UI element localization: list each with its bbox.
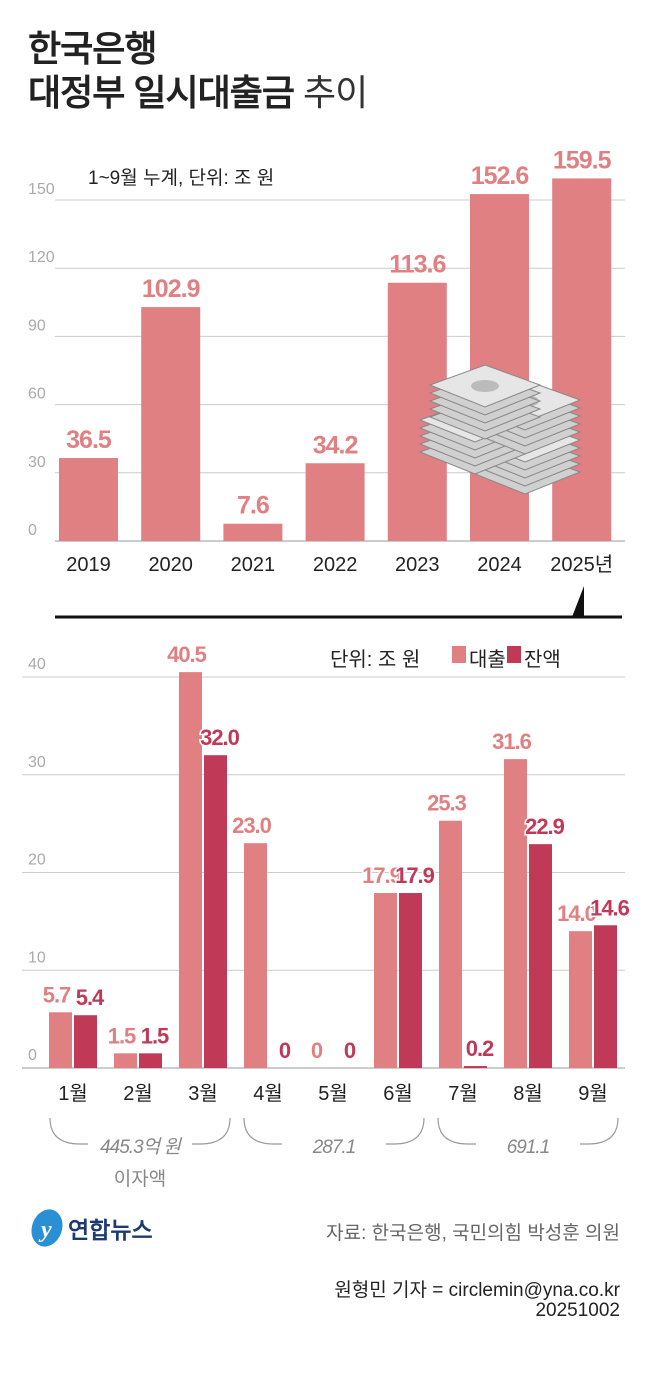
x-tick-label: 2월 — [123, 1082, 153, 1105]
pointer-triangle — [572, 586, 584, 617]
y-tick-label: 10 — [28, 949, 46, 966]
chart-subtitle: 1~9월 누계, 단위: 조 원 — [88, 168, 275, 189]
x-tick-label: 1월 — [58, 1082, 88, 1105]
bar — [179, 672, 202, 1068]
bar-value-label: 0 — [311, 1038, 323, 1063]
x-tick-label: 3월 — [188, 1082, 218, 1105]
bar — [204, 755, 227, 1068]
bar — [464, 1066, 487, 1068]
bar-value-label: 0 — [279, 1038, 291, 1063]
bar-value-label: 40.5 — [167, 642, 207, 667]
x-tick-label: 9월 — [578, 1082, 608, 1105]
x-tick-label: 2024 — [477, 554, 522, 576]
bar-value-label: 1.5 — [108, 1023, 136, 1048]
bar-value-label: 32.0 — [200, 725, 240, 750]
y-tick-label: 0 — [28, 522, 37, 539]
bar — [529, 844, 552, 1068]
y-tick-label: 90 — [28, 317, 46, 334]
title-light: 추이 — [302, 72, 368, 113]
legend-swatch — [507, 646, 521, 663]
bar-value-label: 23.0 — [232, 813, 272, 838]
bracket — [243, 1117, 425, 1145]
bracket — [437, 1117, 619, 1145]
bar — [594, 925, 617, 1068]
y-tick-label: 30 — [28, 454, 46, 471]
bar-value-label: 113.6 — [389, 251, 445, 279]
legend-unit: 단위: 조 원 — [330, 648, 420, 671]
x-tick-label: 5월 — [318, 1082, 348, 1105]
x-tick-label: 4월 — [253, 1082, 283, 1105]
x-tick-label: 6월 — [383, 1082, 413, 1105]
bar — [439, 820, 462, 1068]
bar-value-label: 14.6 — [590, 895, 630, 920]
bar-value-label: 0 — [344, 1038, 356, 1063]
title-line1: 한국은행 — [28, 28, 157, 69]
bar-value-label: 5.7 — [43, 982, 71, 1007]
y-tick-label: 20 — [28, 852, 46, 869]
bracket-label: 445.3억 원 — [100, 1137, 182, 1158]
x-tick-label: 7월 — [448, 1082, 478, 1105]
bracket-sublabel: 이자액 — [114, 1168, 166, 1190]
logo: y 연합뉴스 — [30, 1208, 153, 1248]
credit: 원형민 기자 = circlemin@yna.co.kr — [334, 1280, 620, 1301]
x-tick-label: 8월 — [513, 1082, 543, 1105]
x-tick-label: 2022 — [313, 554, 358, 576]
bar-value-label: 152.6 — [471, 162, 529, 190]
bar — [504, 759, 527, 1068]
bar-value-label: 0.2 — [466, 1036, 494, 1061]
legend-swatch — [452, 646, 466, 663]
bar-value-label: 159.5 — [553, 146, 612, 174]
legend-label: 대출 — [469, 648, 506, 671]
svg-text:y: y — [38, 1217, 52, 1243]
x-tick-label: 2020 — [148, 554, 193, 576]
bar-value-label: 31.6 — [492, 729, 532, 754]
bar — [49, 1012, 72, 1068]
y-tick-label: 0 — [28, 1047, 37, 1064]
source: 자료: 한국은행, 국민의힘 박성훈 의원 — [326, 1223, 620, 1244]
bar — [141, 307, 201, 541]
y-tick-label: 60 — [28, 386, 46, 403]
title-line2: 대정부 일시대출금 추이 — [28, 72, 368, 114]
bar-value-label: 22.9 — [525, 814, 565, 839]
bar — [552, 178, 612, 542]
x-tick-label: 2021 — [231, 554, 276, 576]
bar — [74, 1015, 97, 1068]
bar-value-label: 14.0 — [557, 901, 597, 926]
yonhap-logo-icon: y — [31, 1209, 63, 1247]
bar — [223, 523, 283, 541]
bar — [114, 1053, 137, 1068]
date: 20251002 — [535, 1300, 620, 1321]
bar — [569, 931, 592, 1068]
money-stack-icon — [471, 380, 499, 392]
bracket-label: 691.1 — [507, 1137, 550, 1158]
bar — [139, 1053, 162, 1068]
bar-value-label: 17.9 — [395, 863, 435, 888]
legend-label: 잔액 — [524, 648, 561, 671]
bar-value-label: 102.9 — [142, 275, 200, 303]
y-tick-label: 120 — [28, 249, 55, 266]
bar-value-label: 36.5 — [66, 426, 112, 454]
bar-value-label: 7.6 — [237, 492, 269, 520]
y-tick-label: 150 — [28, 181, 55, 198]
bar — [244, 843, 267, 1068]
bracket — [49, 1117, 231, 1145]
bar-value-label: 1.5 — [141, 1023, 169, 1048]
bracket-label: 287.1 — [312, 1137, 356, 1158]
chart-canvas: 0 30 60 90 120 150 36.5 2019 102.9 2020 7.6 2021 34.… — [22, 146, 632, 1190]
bar — [374, 893, 397, 1068]
logo-text: 연합뉴스 — [68, 1217, 153, 1243]
bar-value-label: 25.3 — [427, 791, 467, 816]
x-tick-label: 2025년 — [550, 553, 613, 576]
x-tick-label: 2023 — [395, 554, 440, 576]
bar — [305, 463, 365, 541]
bar-value-label: 5.4 — [76, 985, 105, 1010]
bar-value-label: 17.9 — [362, 863, 402, 888]
title-bold: 대정부 일시대출금 — [28, 72, 295, 113]
bar — [399, 893, 422, 1068]
x-tick-label: 2019 — [66, 554, 111, 576]
y-tick-label: 30 — [28, 754, 46, 771]
bar-value-label: 34.2 — [313, 431, 358, 459]
y-tick-label: 40 — [28, 656, 46, 673]
bar — [59, 458, 118, 541]
